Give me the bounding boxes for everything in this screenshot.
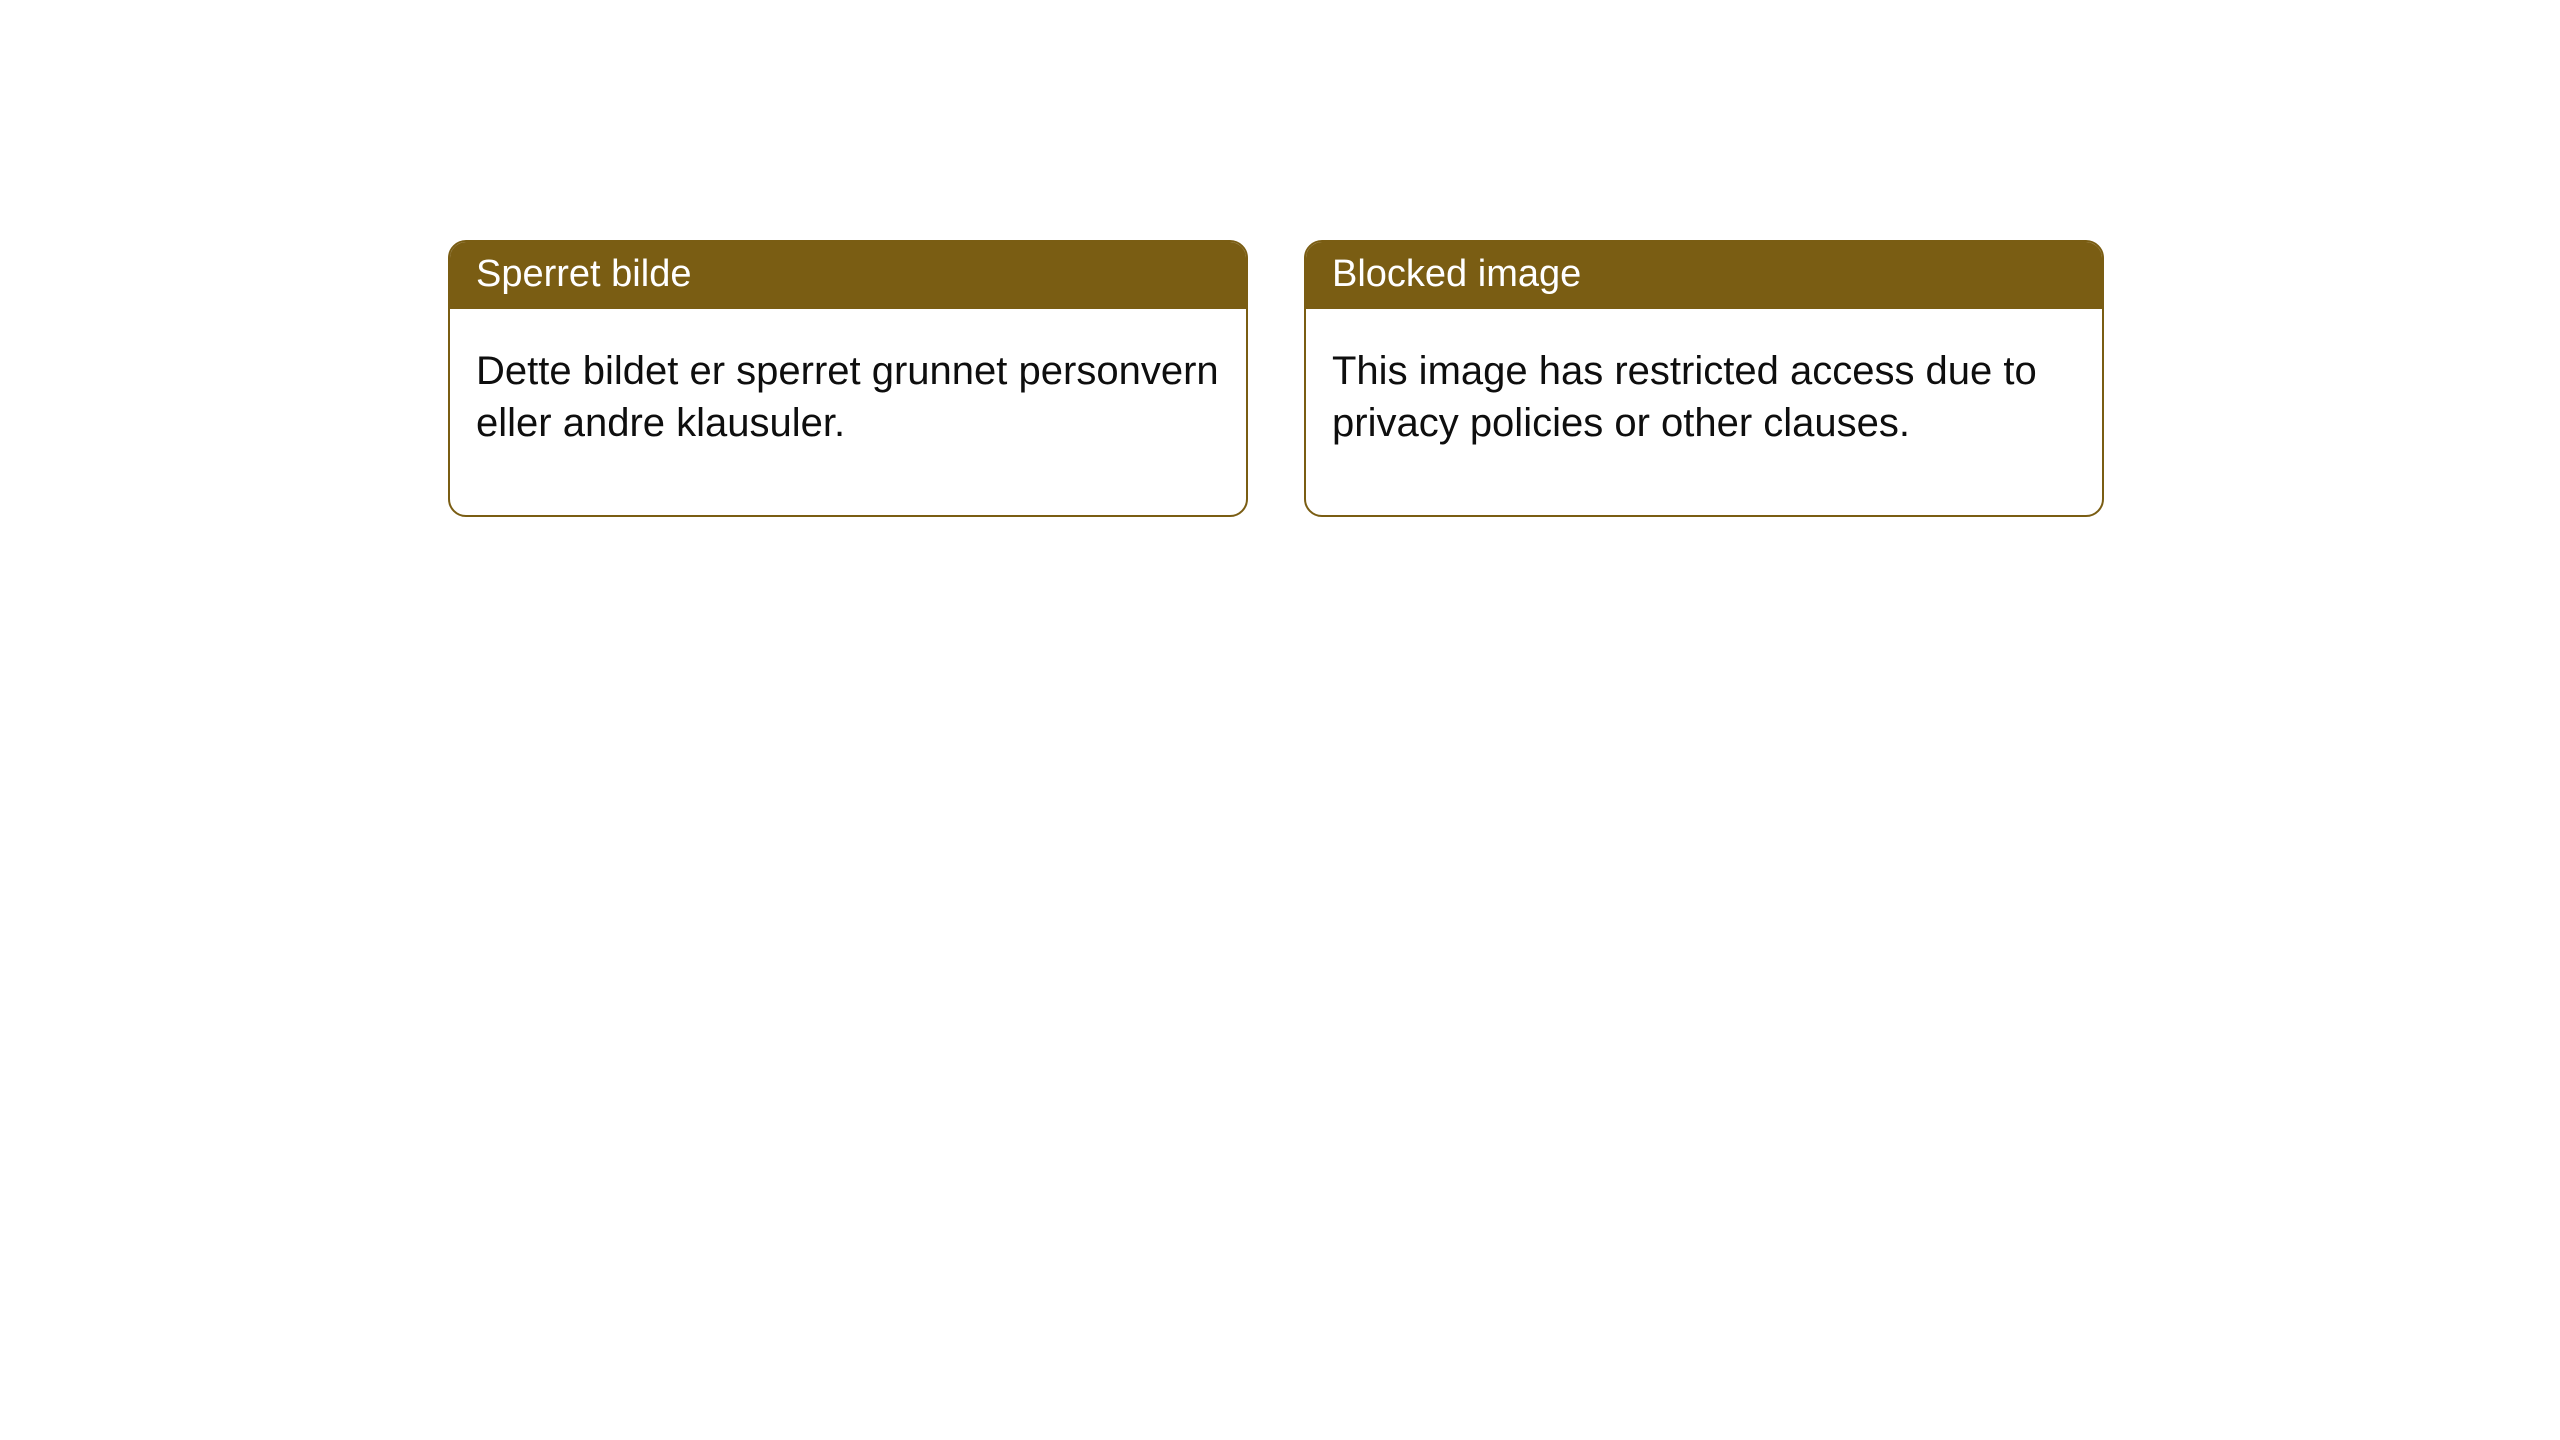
blocked-image-notice-no: Sperret bilde Dette bildet er sperret gr…: [448, 240, 1248, 517]
notice-body-no: Dette bildet er sperret grunnet personve…: [450, 309, 1246, 515]
notice-title-en: Blocked image: [1306, 242, 2102, 309]
notice-title-no: Sperret bilde: [450, 242, 1246, 309]
notice-container: Sperret bilde Dette bildet er sperret gr…: [448, 240, 2104, 517]
blocked-image-notice-en: Blocked image This image has restricted …: [1304, 240, 2104, 517]
notice-body-en: This image has restricted access due to …: [1306, 309, 2102, 515]
